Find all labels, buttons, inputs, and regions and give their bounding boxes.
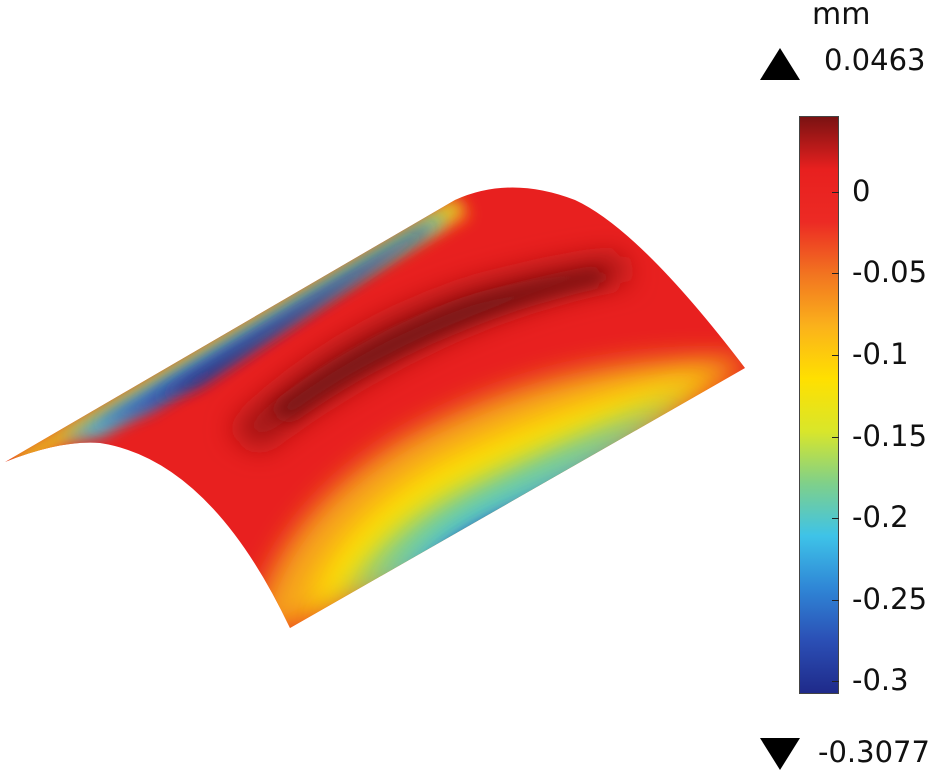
colorbar-tick-label: -0.1 — [852, 336, 909, 371]
colorbar-tick-label: 0 — [852, 173, 871, 208]
colorbar-tick-mark — [832, 518, 839, 520]
max-triangle-icon — [760, 48, 800, 80]
colorbar-tick-mark — [832, 681, 839, 683]
colorbar-tick-label: -0.2 — [852, 500, 909, 535]
colorbar-tick-label: -0.25 — [852, 581, 928, 616]
min-triangle-icon — [760, 738, 800, 770]
colorbar-unit: mm — [812, 0, 871, 32]
colorbar-max-label: 0.0463 — [824, 43, 926, 77]
central-ridge — [230, 255, 630, 450]
colorbar-tick-mark — [832, 436, 839, 438]
upper-edge-band — [5, 200, 470, 465]
colorbar-tick-mark — [832, 273, 839, 275]
colorbar-tick-label: -0.15 — [852, 418, 928, 453]
colorbar-tick-label: -0.05 — [852, 255, 928, 290]
colorbar-tick-mark — [832, 354, 839, 356]
colorbar-tick-mark — [832, 191, 839, 193]
colorbar-tick-mark — [832, 599, 839, 601]
colorbar-tick-label: -0.3 — [852, 663, 909, 698]
deformed-surface — [5, 187, 745, 628]
colorbar — [799, 116, 839, 694]
colorbar-min-label: -0.3077 — [818, 735, 930, 769]
